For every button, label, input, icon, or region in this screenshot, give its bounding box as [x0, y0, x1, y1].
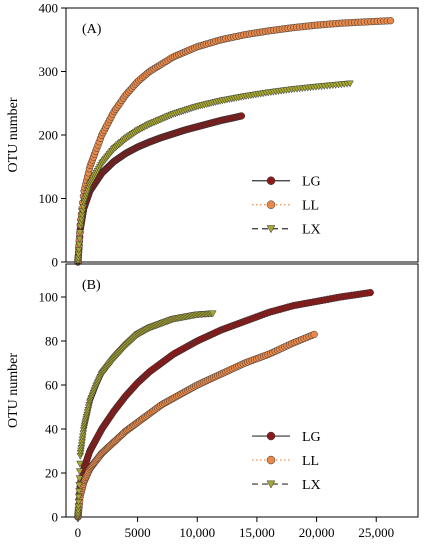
y-tick-label: 400 [39, 1, 59, 16]
y-tick-label: 200 [39, 128, 59, 143]
legend-entry-lg: LG [252, 430, 321, 445]
panel-label: (B) [82, 278, 101, 293]
data-point [76, 460, 84, 468]
y-tick-label: 0 [52, 255, 59, 270]
series-lg [74, 288, 374, 521]
y-tick-label: 20 [45, 466, 58, 481]
data-point [75, 235, 84, 243]
legend-marker [266, 200, 276, 209]
data-point [310, 330, 318, 339]
legend-label: LG [302, 430, 321, 445]
data-point [386, 17, 395, 25]
series-ll [74, 330, 318, 521]
x-tick-label: 15,000 [239, 525, 275, 540]
y-tick-label: 80 [45, 334, 58, 349]
y-tick-label: 100 [39, 191, 59, 206]
legend-entry-ll: LL [252, 454, 319, 469]
legend-entry-lx: LX [252, 478, 321, 493]
y-tick-label: 60 [45, 378, 58, 393]
plot-frame [65, 263, 419, 518]
data-point [366, 288, 374, 297]
legend-marker [266, 176, 276, 185]
legend-marker [266, 455, 276, 465]
chart-panel-2: 0 20 40 60 80 100 0 5000 10,000 15,000 20,000 25,00… [6, 263, 419, 540]
x-tick-label: 20,000 [299, 525, 335, 540]
data-point [75, 468, 84, 476]
legend-marker [266, 480, 276, 489]
legend-entry-ll: LL [252, 199, 319, 214]
y-tick-label: 0 [52, 510, 59, 525]
panel-label: (A) [82, 22, 102, 37]
plot-frame [65, 7, 419, 263]
data-point [346, 80, 354, 88]
legend-label: LL [302, 199, 319, 214]
data-point [75, 475, 84, 483]
legend-label: LG [302, 175, 321, 190]
series-lx [74, 310, 217, 521]
legend-entry-lx: LX [252, 223, 321, 238]
x-tick-label: 25,000 [358, 525, 394, 540]
data-point [237, 112, 246, 120]
data-point [75, 482, 83, 489]
y-axis-label: OTU number [6, 353, 21, 428]
series-lx [74, 80, 354, 266]
data-point [208, 310, 217, 318]
y-tick-label: 40 [45, 422, 58, 437]
x-tick-label: 10,000 [179, 525, 215, 540]
legend-entry-lg: LG [252, 175, 321, 190]
legend-label: LX [302, 223, 321, 238]
chart-panel-1: 0 100 200 300 400 OTU number (A) LG LL LX [6, 1, 419, 270]
legend-marker [266, 431, 276, 441]
y-tick-label: 100 [39, 290, 59, 305]
x-tick-label: 5000 [125, 525, 151, 540]
y-tick-label: 300 [39, 64, 59, 79]
x-tick-label: 0 [75, 525, 82, 540]
data-point [76, 229, 84, 237]
y-axis-label: OTU number [6, 97, 21, 172]
legend-label: LL [302, 454, 319, 469]
legend-label: LX [302, 478, 321, 493]
legend-marker [266, 225, 276, 234]
